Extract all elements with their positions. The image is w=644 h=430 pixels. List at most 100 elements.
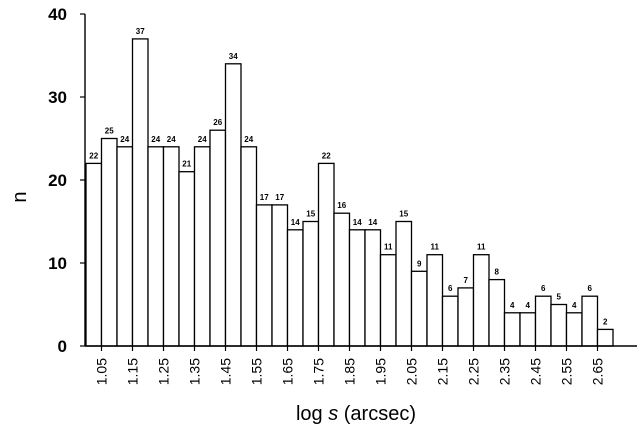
- data-label: 15: [306, 210, 315, 219]
- bar: [240, 146, 258, 347]
- data-label: 22: [322, 151, 331, 160]
- bar: [317, 162, 335, 347]
- x-tick-label: 1.25: [156, 358, 172, 385]
- x-tick-label: 1.55: [249, 358, 265, 385]
- data-label: 16: [337, 201, 346, 210]
- x-axis-title: log s (arcsec): [296, 403, 416, 425]
- bar: [379, 254, 397, 347]
- data-label: 21: [182, 160, 191, 169]
- bar: [596, 328, 614, 347]
- data-label: 4: [526, 301, 531, 310]
- x-tick-label: 2.45: [528, 358, 544, 385]
- y-tick-label: 20: [48, 171, 67, 190]
- data-label: 14: [368, 218, 377, 227]
- bar: [503, 312, 521, 347]
- bar: [85, 162, 103, 347]
- data-label: 2: [603, 317, 608, 326]
- bar: [255, 204, 273, 347]
- data-label: 34: [229, 52, 238, 61]
- bar: [333, 212, 351, 347]
- data-label: 15: [399, 210, 408, 219]
- x-tick-label: 1.15: [125, 358, 141, 385]
- bar: [441, 295, 459, 347]
- bar: [457, 287, 475, 347]
- bar: [178, 171, 196, 347]
- data-label: 24: [167, 135, 176, 144]
- data-label: 37: [136, 27, 145, 36]
- data-label: 26: [213, 118, 222, 127]
- y-tick-label: 40: [48, 5, 67, 24]
- x-tick-label: 2.65: [590, 358, 606, 385]
- bar: [100, 137, 118, 347]
- y-axis-title: n: [9, 191, 31, 202]
- data-label: 25: [105, 127, 114, 136]
- x-tick-label: 1.75: [311, 358, 327, 385]
- y-ticks-layer: 0 10 20 30 40: [48, 5, 85, 356]
- data-label: 4: [510, 301, 515, 310]
- bar: [224, 63, 242, 347]
- data-label: 22: [89, 151, 98, 160]
- data-label: 24: [198, 135, 207, 144]
- data-label: 5: [557, 293, 562, 302]
- x-axis-title-suffix: (arcsec): [338, 403, 416, 425]
- data-label: 4: [572, 301, 577, 310]
- x-tick-label: 2.25: [466, 358, 482, 385]
- bar: [550, 303, 568, 347]
- bar: [581, 295, 599, 347]
- bar: [147, 146, 165, 347]
- x-axis-title-symbol: s: [328, 403, 338, 425]
- data-label: 6: [588, 284, 593, 293]
- data-label: 24: [151, 135, 160, 144]
- bar: [348, 229, 366, 347]
- data-label: 6: [448, 284, 453, 293]
- x-ticks-layer: 1.05 1.15 1.25 1.35 1.45 1.55 1.65 1.75 1.85 1.95…: [94, 346, 606, 385]
- bar: [162, 146, 180, 347]
- data-label: 14: [291, 218, 300, 227]
- data-label: 11: [384, 243, 393, 252]
- bars-layer: [85, 38, 614, 347]
- x-tick-label: 1.65: [280, 358, 296, 385]
- bar: [286, 229, 304, 347]
- bar: [302, 220, 320, 347]
- bar: [395, 220, 413, 347]
- y-tick-label: 10: [48, 254, 67, 273]
- x-axis-title-prefix: log: [296, 403, 328, 425]
- bar: [116, 146, 134, 347]
- data-label: 17: [275, 193, 284, 202]
- data-label: 14: [353, 218, 362, 227]
- data-label: 11: [477, 243, 486, 252]
- bar: [410, 270, 428, 347]
- data-label: 24: [120, 135, 129, 144]
- x-tick-label: 2.05: [404, 358, 420, 385]
- y-tick-label: 30: [48, 88, 67, 107]
- bar: [565, 312, 583, 347]
- data-label: 6: [541, 284, 546, 293]
- bar: [193, 146, 211, 347]
- bar: [364, 229, 382, 347]
- bar: [472, 254, 490, 347]
- x-tick-label: 1.95: [373, 358, 389, 385]
- data-label: 7: [464, 276, 469, 285]
- bar: [519, 312, 537, 347]
- data-label: 8: [495, 268, 500, 277]
- bar: [488, 278, 506, 347]
- data-label: 24: [244, 135, 253, 144]
- x-tick-label: 2.35: [497, 358, 513, 385]
- data-label: 17: [260, 193, 269, 202]
- y-tick-label: 0: [58, 337, 67, 356]
- bar: [426, 254, 444, 347]
- bar: [209, 129, 227, 347]
- x-tick-label: 2.55: [559, 358, 575, 385]
- data-label: 9: [417, 259, 422, 268]
- bar: [534, 295, 552, 347]
- x-tick-label: 1.35: [187, 358, 203, 385]
- x-tick-label: 1.05: [94, 358, 110, 385]
- x-tick-label: 1.45: [218, 358, 234, 385]
- bar: [131, 38, 149, 347]
- x-tick-label: 2.15: [435, 358, 451, 385]
- data-label: 11: [431, 243, 440, 252]
- bar: [271, 204, 289, 347]
